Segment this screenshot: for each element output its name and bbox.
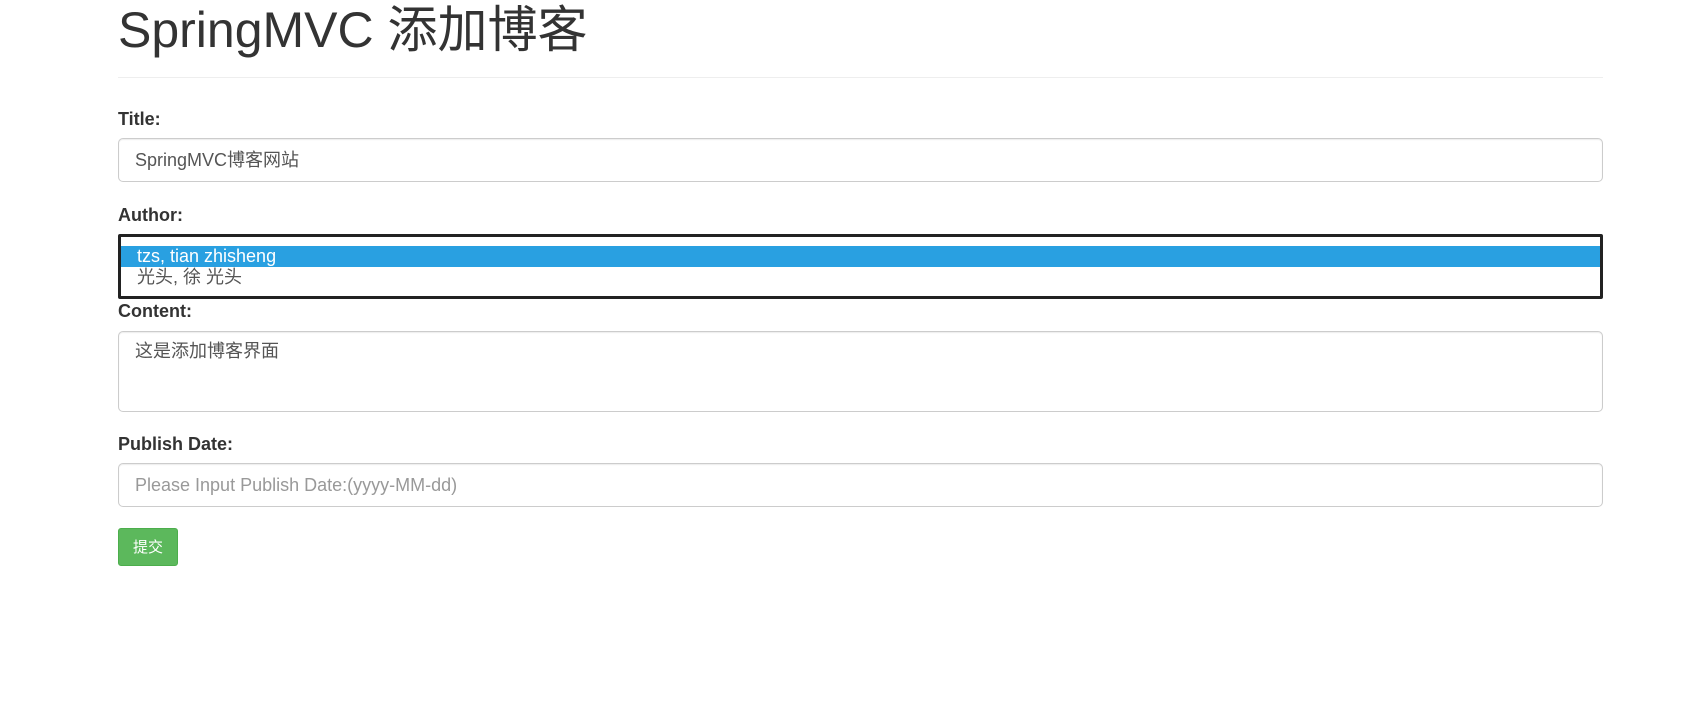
publish-date-label: Publish Date: bbox=[118, 434, 234, 454]
content-label: Content: bbox=[118, 301, 192, 321]
title-label: Title: bbox=[118, 109, 161, 129]
publish-date-input[interactable]: Please Input Publish Date:(yyyy-MM-dd) bbox=[118, 463, 1603, 507]
submit-button[interactable]: 提交 bbox=[118, 528, 178, 566]
author-option[interactable]: 光头, 徐 光头 bbox=[137, 267, 243, 287]
page-title: SpringMVC 添加博客 bbox=[118, 2, 588, 58]
title-input[interactable]: SpringMVC博客网站 bbox=[118, 138, 1603, 182]
author-option-selected[interactable]: tzs, tian zhisheng bbox=[121, 246, 1600, 267]
content-textarea[interactable]: 这是添加博客界面 bbox=[118, 331, 1603, 412]
title-divider bbox=[118, 77, 1603, 78]
author-select[interactable]: tzs, tian zhisheng 光头, 徐 光头 bbox=[118, 234, 1603, 299]
author-label: Author: bbox=[118, 205, 183, 225]
